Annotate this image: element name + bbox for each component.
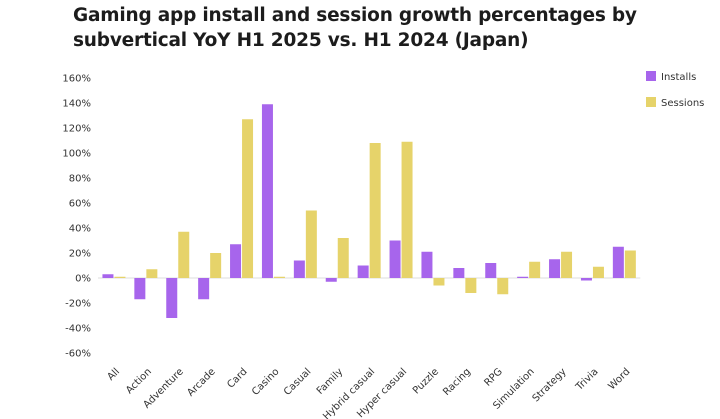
bar-installs-hyper-casual — [389, 240, 401, 278]
x-tick-label: Card — [225, 366, 249, 390]
bar-installs-adventure — [166, 278, 178, 318]
bar-installs-casino — [261, 104, 273, 278]
legend-swatch-sessions — [646, 97, 656, 107]
bar-installs-card — [230, 244, 242, 278]
bar-installs-racing — [453, 268, 465, 278]
bar-sessions-card — [242, 119, 254, 278]
x-tick-label: Puzzle — [411, 366, 441, 396]
bar-sessions-word — [624, 250, 636, 278]
bar-installs-all — [102, 274, 114, 278]
bar-installs-rpg — [485, 263, 497, 278]
bar-sessions-hybrid-casual — [369, 143, 381, 278]
y-tick-label: 160% — [62, 74, 91, 85]
bar-sessions-all — [114, 276, 126, 278]
bar-sessions-casual — [305, 210, 317, 278]
bar-installs-casual — [293, 260, 305, 278]
y-tick-label: 100% — [62, 149, 91, 160]
bar-installs-family — [325, 278, 337, 282]
bar-sessions-action — [146, 269, 158, 278]
chart-title-line-1: Gaming app install and session growth pe… — [73, 5, 637, 26]
bar-sessions-trivia — [592, 266, 604, 278]
legend-swatch-installs — [646, 71, 656, 81]
legend-label-sessions: Sessions — [661, 98, 704, 109]
y-tick-label: -20% — [65, 299, 91, 310]
x-tick-label: Action — [124, 366, 154, 396]
y-tick-label: -40% — [65, 324, 91, 335]
bar-installs-action — [134, 278, 146, 300]
bar-installs-word — [612, 246, 624, 278]
y-tick-label: 40% — [69, 224, 91, 235]
bar-installs-puzzle — [421, 251, 433, 278]
bar-sessions-racing — [465, 278, 477, 293]
legend-label-installs: Installs — [661, 72, 696, 83]
x-tick-label: Arcade — [185, 366, 217, 398]
bar-sessions-puzzle — [433, 278, 445, 286]
y-tick-label: 60% — [69, 199, 91, 210]
bar-sessions-family — [337, 238, 349, 278]
x-tick-label: All — [106, 366, 123, 383]
y-tick-label: 120% — [62, 124, 91, 135]
y-tick-label: 140% — [62, 99, 91, 110]
bar-installs-simulation — [517, 276, 529, 278]
x-tick-label: Trivia — [573, 366, 600, 393]
y-tick-label: 80% — [69, 174, 91, 185]
chart-title-line-2: subvertical YoY H1 2025 vs. H1 2024 (Jap… — [73, 30, 529, 51]
x-tick-label: Word — [607, 366, 633, 392]
bar-sessions-hyper-casual — [401, 141, 413, 278]
chart-title: Gaming app install and session growth pe… — [73, 3, 637, 53]
bar-installs-hybrid-casual — [357, 265, 369, 278]
bar-sessions-rpg — [497, 278, 509, 295]
x-tick-label: Casino — [250, 366, 282, 398]
bar-sessions-strategy — [561, 251, 573, 278]
bar-installs-arcade — [198, 278, 210, 300]
bar-sessions-adventure — [178, 231, 190, 278]
y-tick-label: 0% — [75, 274, 91, 285]
y-tick-label: -60% — [65, 349, 91, 360]
x-tick-label: Family — [315, 366, 346, 397]
bar-sessions-casino — [273, 276, 285, 278]
bar-installs-trivia — [580, 278, 592, 281]
bar-installs-strategy — [549, 259, 561, 278]
y-tick-label: 20% — [69, 249, 91, 260]
bar-sessions-arcade — [210, 253, 222, 278]
x-tick-label: Racing — [441, 366, 473, 398]
x-tick-label: Strategy — [531, 366, 569, 404]
bar-sessions-simulation — [529, 261, 541, 278]
x-tick-label: RPG — [482, 366, 504, 388]
x-tick-label: Casual — [282, 366, 314, 398]
